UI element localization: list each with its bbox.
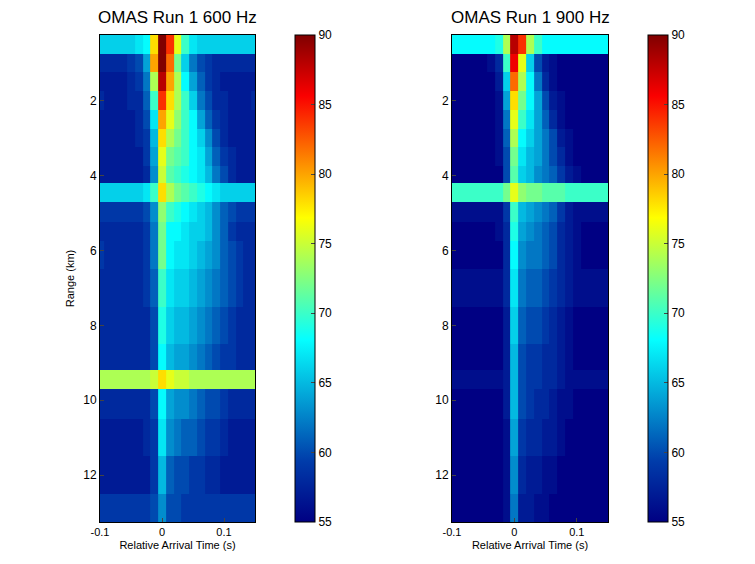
svg-text:-0.1: -0.1 — [443, 526, 462, 538]
svg-text:4: 4 — [90, 169, 97, 183]
svg-text:2: 2 — [90, 94, 97, 108]
svg-text:0: 0 — [511, 526, 517, 538]
svg-text:70: 70 — [671, 306, 685, 320]
svg-text:65: 65 — [318, 376, 332, 390]
svg-text:4: 4 — [442, 169, 449, 183]
svg-text:8: 8 — [442, 319, 449, 333]
svg-text:12: 12 — [435, 468, 449, 482]
svg-text:-0.1: -0.1 — [91, 526, 110, 538]
svg-text:90: 90 — [318, 28, 332, 42]
svg-text:55: 55 — [318, 515, 332, 529]
svg-text:85: 85 — [671, 98, 685, 112]
svg-text:2: 2 — [442, 94, 449, 108]
svg-text:85: 85 — [318, 98, 332, 112]
svg-text:10: 10 — [83, 393, 97, 407]
svg-text:Relative Arrival Time (s): Relative Arrival Time (s) — [472, 539, 588, 551]
svg-text:60: 60 — [671, 446, 685, 460]
svg-text:Relative Arrival Time (s): Relative Arrival Time (s) — [119, 539, 235, 551]
svg-text:0.1: 0.1 — [216, 526, 231, 538]
svg-text:Range (km): Range (km) — [64, 250, 76, 307]
svg-text:60: 60 — [318, 446, 332, 460]
svg-text:6: 6 — [90, 244, 97, 258]
svg-text:12: 12 — [83, 468, 97, 482]
svg-text:75: 75 — [318, 237, 332, 251]
svg-text:8: 8 — [90, 319, 97, 333]
svg-text:65: 65 — [671, 376, 685, 390]
svg-text:6: 6 — [442, 244, 449, 258]
svg-text:OMAS Run 1 600 Hz: OMAS Run 1 600 Hz — [98, 8, 257, 27]
svg-text:10: 10 — [435, 393, 449, 407]
svg-text:75: 75 — [671, 237, 685, 251]
svg-text:0: 0 — [159, 526, 165, 538]
svg-text:90: 90 — [671, 28, 685, 42]
svg-text:80: 80 — [671, 167, 685, 181]
svg-text:55: 55 — [671, 515, 685, 529]
svg-text:70: 70 — [318, 306, 332, 320]
svg-text:80: 80 — [318, 167, 332, 181]
svg-text:OMAS Run 1 900 Hz: OMAS Run 1 900 Hz — [451, 8, 610, 27]
svg-text:0.1: 0.1 — [569, 526, 584, 538]
